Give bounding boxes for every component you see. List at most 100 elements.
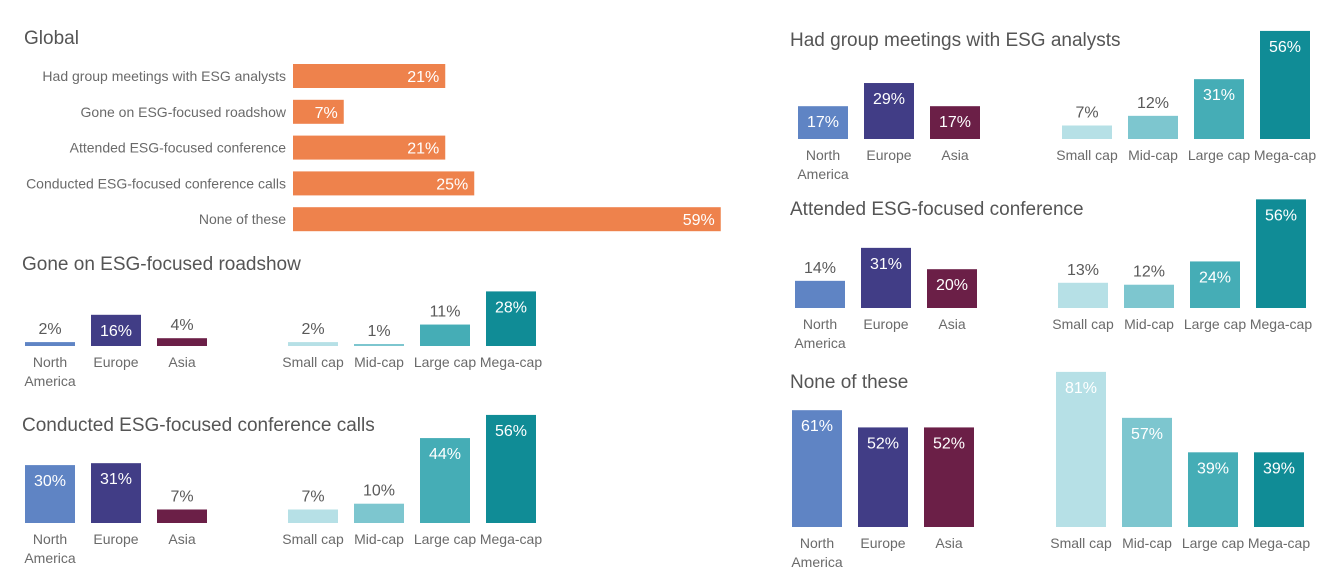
- category-label: Europe: [863, 316, 908, 332]
- category-label: Asia: [941, 147, 968, 163]
- data-label: 29%: [873, 91, 905, 108]
- bar: [293, 64, 446, 88]
- bar: [1190, 261, 1240, 308]
- category-label: Europe: [866, 147, 911, 163]
- data-label: 21%: [407, 141, 439, 158]
- data-label: 1%: [367, 323, 390, 340]
- data-label: 28%: [495, 299, 527, 316]
- bar: [792, 410, 842, 527]
- category-label: Mid-cap: [354, 531, 404, 547]
- data-label: 39%: [1263, 460, 1295, 477]
- category-label: Large cap: [1188, 147, 1250, 163]
- category-label: Europe: [93, 354, 138, 370]
- bar: [420, 438, 470, 523]
- data-label: 16%: [100, 323, 132, 340]
- bar: [354, 503, 404, 523]
- data-label: 21%: [407, 69, 439, 86]
- bar: [1194, 79, 1244, 139]
- category-label: Small cap: [1050, 535, 1112, 551]
- category-label: Asia: [168, 531, 195, 547]
- data-label: 81%: [1065, 380, 1097, 397]
- bar: [288, 342, 338, 346]
- data-label: 52%: [933, 435, 965, 452]
- category-label: Europe: [860, 535, 905, 551]
- chart-title: Global: [24, 28, 79, 49]
- bar: [1128, 115, 1178, 139]
- category-label: Mid-cap: [1128, 147, 1178, 163]
- bar: [420, 324, 470, 346]
- category-label: America: [24, 373, 76, 389]
- chart-title: Conducted ESG-focused conference calls: [22, 415, 375, 436]
- data-label: 31%: [100, 471, 132, 488]
- data-label: 17%: [807, 114, 839, 131]
- bar: [354, 344, 404, 346]
- bar: [1256, 199, 1306, 308]
- category-label: Large cap: [1182, 535, 1244, 551]
- category-label: Gone on ESG-focused roadshow: [81, 104, 287, 120]
- data-label: 7%: [301, 488, 324, 505]
- bar: [930, 106, 980, 139]
- category-label: Mega-cap: [1250, 316, 1312, 332]
- category-label: America: [794, 335, 846, 351]
- data-label: 56%: [495, 423, 527, 440]
- data-label: 13%: [1067, 262, 1099, 279]
- category-label: None of these: [199, 211, 286, 227]
- data-label: 4%: [170, 317, 193, 334]
- bar: [858, 427, 908, 527]
- bar: [1058, 282, 1108, 308]
- data-label: 20%: [936, 277, 968, 294]
- chart-title: None of these: [790, 372, 908, 393]
- bar: [795, 280, 845, 308]
- bar: [1062, 125, 1112, 139]
- bar: [1260, 30, 1310, 140]
- bar: [293, 99, 344, 124]
- category-label: Asia: [935, 535, 962, 551]
- bar: [25, 465, 75, 523]
- bar: [486, 291, 536, 346]
- category-label: Asia: [938, 316, 965, 332]
- category-label: America: [791, 554, 843, 570]
- category-label: Small cap: [282, 354, 344, 370]
- category-label: Small cap: [1056, 147, 1118, 163]
- category-label: North: [33, 531, 67, 547]
- category-label: Conducted ESG-focused conference calls: [26, 175, 286, 191]
- data-label: 14%: [804, 260, 836, 277]
- category-label: Europe: [93, 531, 138, 547]
- bar: [861, 247, 911, 308]
- data-label: 2%: [301, 321, 324, 338]
- data-label: 17%: [939, 114, 971, 131]
- data-label: 59%: [683, 212, 715, 229]
- bar: [1254, 452, 1304, 527]
- category-label: Mega-cap: [480, 354, 542, 370]
- bar: [157, 338, 207, 346]
- category-label: Large cap: [414, 531, 476, 547]
- data-label: 52%: [867, 435, 899, 452]
- data-label: 56%: [1265, 207, 1297, 224]
- data-label: 24%: [1199, 269, 1231, 286]
- data-label: 25%: [436, 176, 468, 193]
- data-label: 12%: [1137, 95, 1169, 112]
- category-label: Small cap: [282, 531, 344, 547]
- category-label: Asia: [168, 354, 195, 370]
- data-label: 10%: [363, 483, 395, 500]
- bar: [1122, 417, 1172, 527]
- category-label: Mid-cap: [354, 354, 404, 370]
- data-label: 12%: [1133, 264, 1165, 281]
- data-label: 39%: [1197, 460, 1229, 477]
- bar: [864, 83, 914, 139]
- bar: [798, 106, 848, 139]
- category-label: Mega-cap: [1248, 535, 1310, 551]
- category-label: North: [806, 147, 840, 163]
- bar: [924, 427, 974, 527]
- data-label: 2%: [38, 321, 61, 338]
- data-label: 7%: [170, 488, 193, 505]
- bar: [288, 509, 338, 523]
- category-label: Mid-cap: [1122, 535, 1172, 551]
- data-label: 57%: [1131, 426, 1163, 443]
- bar: [91, 314, 141, 346]
- bar: [25, 342, 75, 346]
- category-label: Small cap: [1052, 316, 1114, 332]
- category-label: Attended ESG-focused conference: [70, 140, 287, 156]
- bar: [927, 269, 977, 308]
